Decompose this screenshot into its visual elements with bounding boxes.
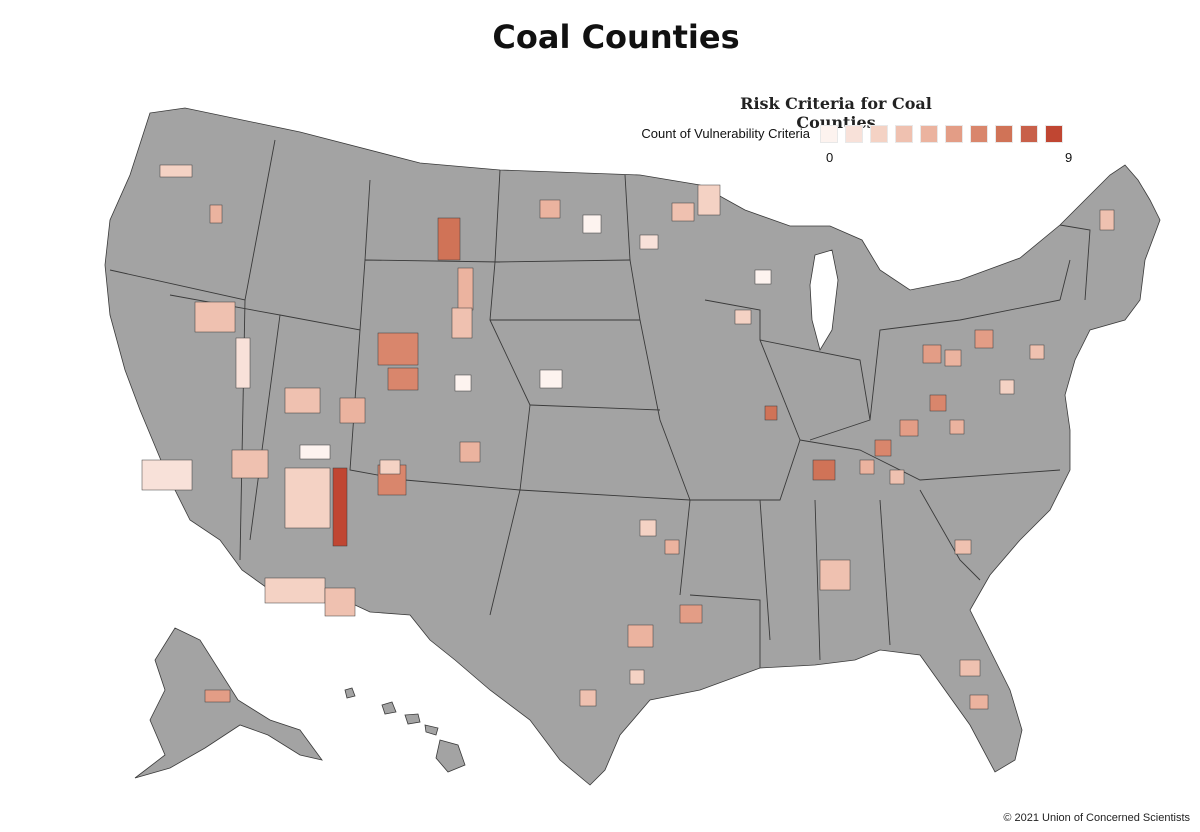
legend-swatch-8 [1020,125,1038,143]
county [582,214,602,234]
legend-swatch-0 [820,125,838,143]
legend-max-label: 9 [1065,150,1073,165]
page-title: Coal Counties [492,18,740,56]
legend-swatch-1 [845,125,863,143]
copyright: © 2021 Union of Concerned Scientists [1003,812,1190,824]
county [437,217,461,261]
county [859,459,875,475]
county [1099,209,1115,231]
county [754,269,772,285]
county [899,419,919,437]
county [679,604,703,624]
county [339,397,366,424]
county [671,202,695,222]
county [922,344,942,364]
legend-swatch-9 [1045,125,1063,143]
county [377,332,419,366]
county [944,349,962,367]
county [451,307,473,339]
county [141,459,193,491]
county [235,337,251,389]
county [284,467,331,529]
hawaii-region [344,687,466,773]
county [332,467,348,547]
county [764,405,778,421]
county [264,577,326,604]
county [999,379,1015,395]
coal-counties [141,164,1115,710]
county [697,184,721,216]
county [812,459,836,481]
legend-swatch-5 [945,125,963,143]
county [1029,344,1045,360]
county [454,374,472,392]
county [969,694,989,710]
legend-min-label: 0 [826,150,834,165]
county [194,301,236,333]
county [231,449,269,479]
county [664,539,680,555]
county [387,367,419,391]
alaska-region [134,627,323,779]
county [949,419,965,435]
county [379,459,401,475]
county [954,539,972,555]
legend-swatch-2 [870,125,888,143]
county [929,394,947,412]
county [627,624,654,648]
legend-swatch-4 [920,125,938,143]
county [299,444,331,460]
county [159,164,193,178]
county [539,199,561,219]
county [324,587,356,617]
county [639,234,659,250]
county [959,659,981,677]
legend-swatch-6 [970,125,988,143]
legend-swatch-7 [995,125,1013,143]
county [889,469,905,485]
county [457,267,474,311]
county [629,669,645,685]
legend-label: Count of Vulnerability Criteria [641,126,810,141]
lake-michigan [809,249,839,352]
county [974,329,994,349]
county [579,689,597,707]
county [459,441,481,463]
legend-swatch-3 [895,125,913,143]
county [284,387,321,414]
county [874,439,892,457]
county [734,309,752,325]
county [639,519,657,537]
county [204,689,231,703]
county [819,559,851,591]
county [209,204,223,224]
legend-swatches [820,125,1070,143]
state-borders [109,139,1091,668]
county [539,369,563,389]
